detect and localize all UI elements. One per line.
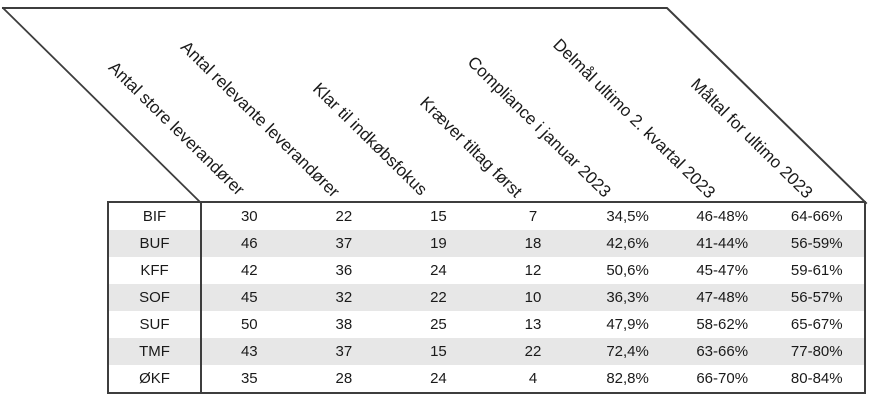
data-cell: 42 <box>240 262 258 279</box>
data-cell: 56-59% <box>790 235 843 252</box>
data-cell: 34,5% <box>606 208 649 225</box>
data-cell: 30 <box>240 208 258 225</box>
data-cell: 35 <box>240 370 258 387</box>
data-cell: 32 <box>335 289 353 306</box>
data-cell: 82,8% <box>606 370 649 387</box>
data-cell: 56-57% <box>790 289 843 306</box>
row-label: SOF <box>109 284 202 311</box>
table-row-tmf: TMF 43 37 15 22 72,4% 63-66% 77-80% <box>109 338 864 365</box>
data-cell: 77-80% <box>790 343 843 360</box>
data-cell: 22 <box>430 289 447 306</box>
data-cell: 19 <box>430 235 447 252</box>
data-cell: 13 <box>524 316 542 333</box>
data-cell: 50 <box>240 316 258 333</box>
row-label: SUF <box>109 311 202 338</box>
data-cell: 25 <box>430 316 447 333</box>
row-label: BIF <box>109 203 202 230</box>
table-row-okf: ØKF 35 28 24 4 82,8% 66-70% 80-84% <box>109 365 864 392</box>
data-cell: 38 <box>335 316 353 333</box>
data-cell: 24 <box>430 370 447 387</box>
data-cell: 22 <box>335 208 353 225</box>
data-cell: 80-84% <box>790 370 843 387</box>
data-cell: 65-67% <box>790 316 843 333</box>
data-cell: 10 <box>524 289 542 306</box>
data-cell: 58-62% <box>696 316 749 333</box>
data-cell: 59-61% <box>790 262 843 279</box>
data-cell: 64-66% <box>790 208 843 225</box>
table-row-suf: SUF 50 38 25 13 47,9% 58-62% 65-67% <box>109 311 864 338</box>
data-cell: 42,6% <box>606 235 649 252</box>
data-cell: 41-44% <box>696 235 749 252</box>
data-cell: 24 <box>430 262 447 279</box>
data-cell: 66-70% <box>696 370 749 387</box>
data-cell: 18 <box>524 235 542 252</box>
table-row-bif: BIF 30 22 15 7 34,5% 46-48% 64-66% <box>109 203 864 230</box>
data-cell: 7 <box>528 208 538 225</box>
data-cell: 46 <box>240 235 258 252</box>
data-cell: 15 <box>430 343 447 360</box>
data-cell: 37 <box>335 235 353 252</box>
table-row-sof: SOF 45 32 22 10 36,3% 47-48% 56-57% <box>109 284 864 311</box>
data-cell: 36,3% <box>606 289 649 306</box>
data-cell: 45 <box>240 289 258 306</box>
data-cell: 50,6% <box>606 262 649 279</box>
column-header-antal-relevante-leverandorer: Antal relevante leverandører <box>177 37 344 202</box>
data-cell: 12 <box>524 262 542 279</box>
data-cell: 4 <box>528 370 538 387</box>
data-cell: 43 <box>240 343 258 360</box>
table-row-kff: KFF 42 36 24 12 50,6% 45-47% 59-61% <box>109 257 864 284</box>
data-cell: 15 <box>430 208 447 225</box>
row-label: ØKF <box>109 365 202 392</box>
data-cell: 46-48% <box>696 208 749 225</box>
data-table: BIF 30 22 15 7 34,5% 46-48% 64-66% BUF 4… <box>107 201 866 394</box>
data-cell: 36 <box>335 262 353 279</box>
data-cell: 72,4% <box>606 343 649 360</box>
data-cell: 63-66% <box>696 343 749 360</box>
column-header-delmaal-ultimo-2-kvartal-2023: Delmål ultimo 2. kvartal 2023 <box>549 35 719 203</box>
data-cell: 47,9% <box>606 316 649 333</box>
data-cell: 28 <box>335 370 353 387</box>
data-cell: 45-47% <box>696 262 749 279</box>
row-label: TMF <box>109 338 202 365</box>
header-left-diagonal-line <box>1 6 202 204</box>
row-label: BUF <box>109 230 202 257</box>
data-cell: 47-48% <box>696 289 749 306</box>
data-cell: 22 <box>524 343 542 360</box>
row-label: KFF <box>109 257 202 284</box>
table-row-buf: BUF 46 37 19 18 42,6% 41-44% 56-59% <box>109 230 864 257</box>
data-cell: 37 <box>335 343 353 360</box>
